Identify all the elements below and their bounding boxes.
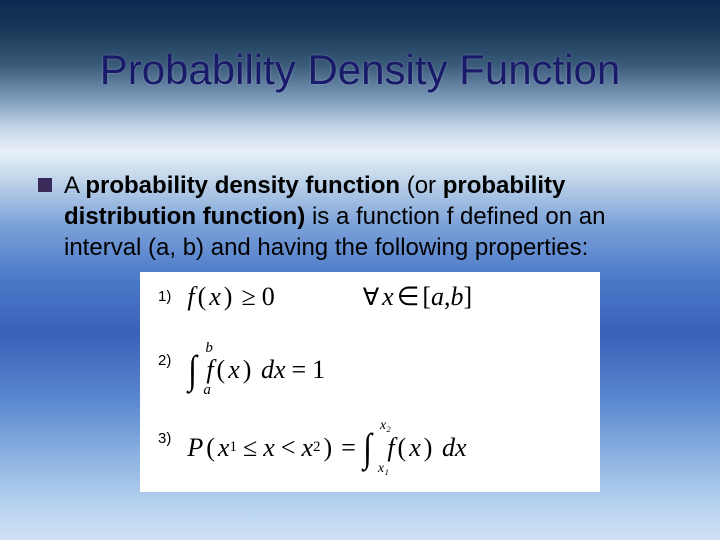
sub-2: 2	[313, 439, 321, 456]
forall: ∀	[363, 283, 379, 312]
rparen-3b: )	[424, 433, 433, 463]
math-label-3: 3)	[158, 430, 171, 447]
x-var-2: x	[228, 355, 240, 385]
rbracket: ]	[464, 282, 473, 312]
f-var: f	[187, 282, 194, 312]
body-bold-1: probability density function	[85, 172, 400, 199]
ge-op: ≥	[241, 282, 255, 312]
p-var: P	[187, 433, 203, 463]
body-mid-1: (or	[400, 172, 443, 199]
int-lower-2: a	[203, 382, 211, 399]
slide-title: Probability Density Function	[0, 46, 720, 94]
integral-2: ∫ b a	[187, 346, 198, 393]
sub-1: 1	[229, 439, 237, 456]
eq-2: =	[291, 355, 306, 385]
lparen-2: (	[217, 355, 226, 385]
le-op: ≤	[243, 433, 257, 463]
b-var: b	[451, 282, 464, 312]
int-lower-3: x₁	[378, 461, 389, 477]
dx-2: dx	[261, 355, 286, 385]
math-item-3: 3) P(x1≤x<x2)= ∫ x₂ x₁ f(x) dx	[158, 424, 466, 471]
math-formula-1: f(x)≥0 ∀x∈[a,b]	[187, 282, 472, 312]
integral-icon-3: ∫	[363, 424, 372, 471]
math-box: 1) f(x)≥0 ∀x∈[a,b] 2) ∫ b a f(x) dx=1 3)…	[140, 272, 600, 492]
lparen: (	[198, 282, 207, 312]
x1-var: x	[218, 433, 230, 463]
x-var-3: x	[263, 433, 275, 463]
f-var-3: f	[387, 433, 394, 463]
one: 1	[312, 355, 325, 385]
x-var: x	[209, 282, 221, 312]
x2-var-3: x	[301, 433, 313, 463]
zero: 0	[262, 282, 275, 312]
math-item-1: 1) f(x)≥0 ∀x∈[a,b]	[158, 282, 472, 312]
lt-op: <	[281, 433, 296, 463]
xv-var-3: x	[409, 433, 421, 463]
int-upper-2: b	[205, 340, 213, 357]
math-formula-3: P(x1≤x<x2)= ∫ x₂ x₁ f(x) dx	[187, 424, 466, 471]
rparen-2: )	[243, 355, 252, 385]
slide: Probability Density Function A probabili…	[0, 0, 720, 540]
f-var-2: f	[206, 355, 213, 385]
lparen-3: (	[206, 433, 215, 463]
lbracket: [	[422, 282, 431, 312]
bullet-icon	[38, 178, 52, 192]
a-var: a	[431, 282, 444, 312]
lparen-3b: (	[398, 433, 407, 463]
int-upper-3: x₂	[380, 418, 391, 434]
body-paragraph: A probability density function (or proba…	[64, 170, 656, 264]
body-prefix: A	[64, 172, 85, 199]
integral-3: ∫ x₂ x₁	[362, 424, 373, 471]
dx-3: dx	[442, 433, 467, 463]
integral-icon: ∫	[188, 346, 197, 393]
x2-var: x	[382, 282, 394, 312]
in-op: ∈	[397, 282, 420, 312]
math-label-1: 1)	[158, 288, 171, 305]
rparen-3: )	[324, 433, 333, 463]
math-item-2: 2) ∫ b a f(x) dx=1	[158, 346, 325, 393]
math-label-2: 2)	[158, 352, 171, 369]
rparen: )	[224, 282, 233, 312]
eq-3: =	[341, 433, 356, 463]
math-formula-2: ∫ b a f(x) dx=1	[187, 346, 325, 393]
